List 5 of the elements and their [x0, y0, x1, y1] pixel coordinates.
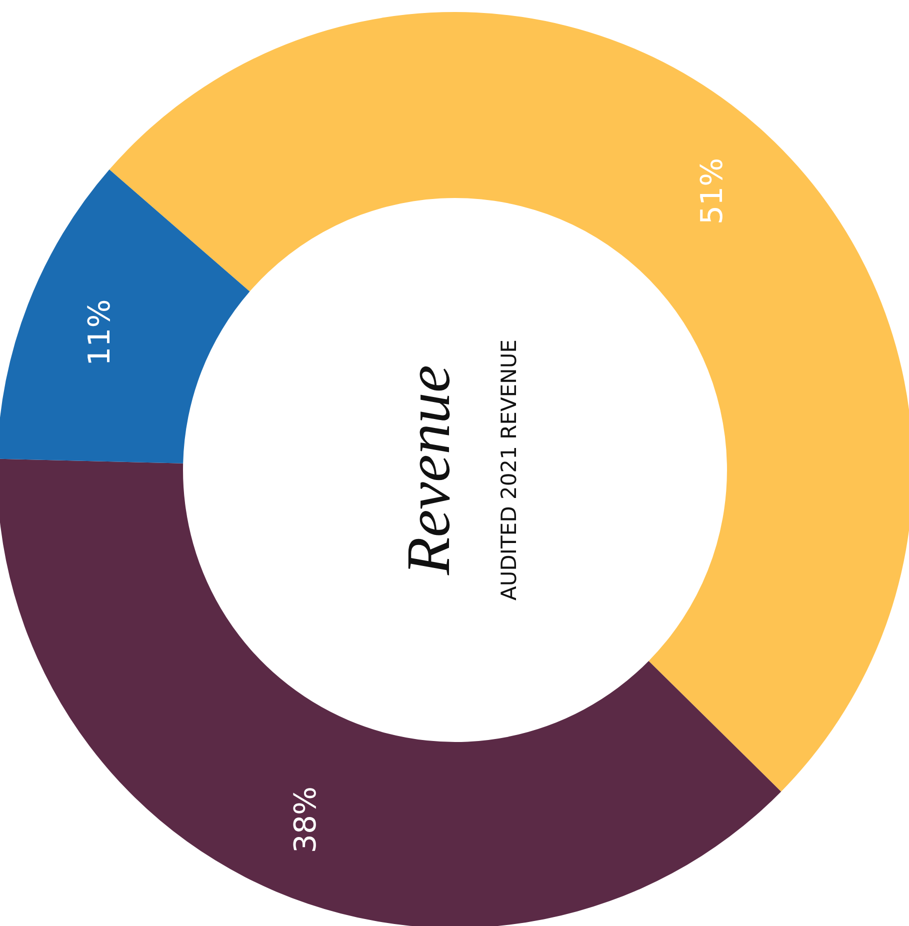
data-label: 11%: [82, 299, 118, 366]
data-label: 51%: [695, 158, 730, 225]
text: Revenue: [395, 365, 463, 576]
data-label: 38%: [288, 786, 324, 854]
text: AUDITED 2021 REVENUE: [497, 339, 521, 601]
